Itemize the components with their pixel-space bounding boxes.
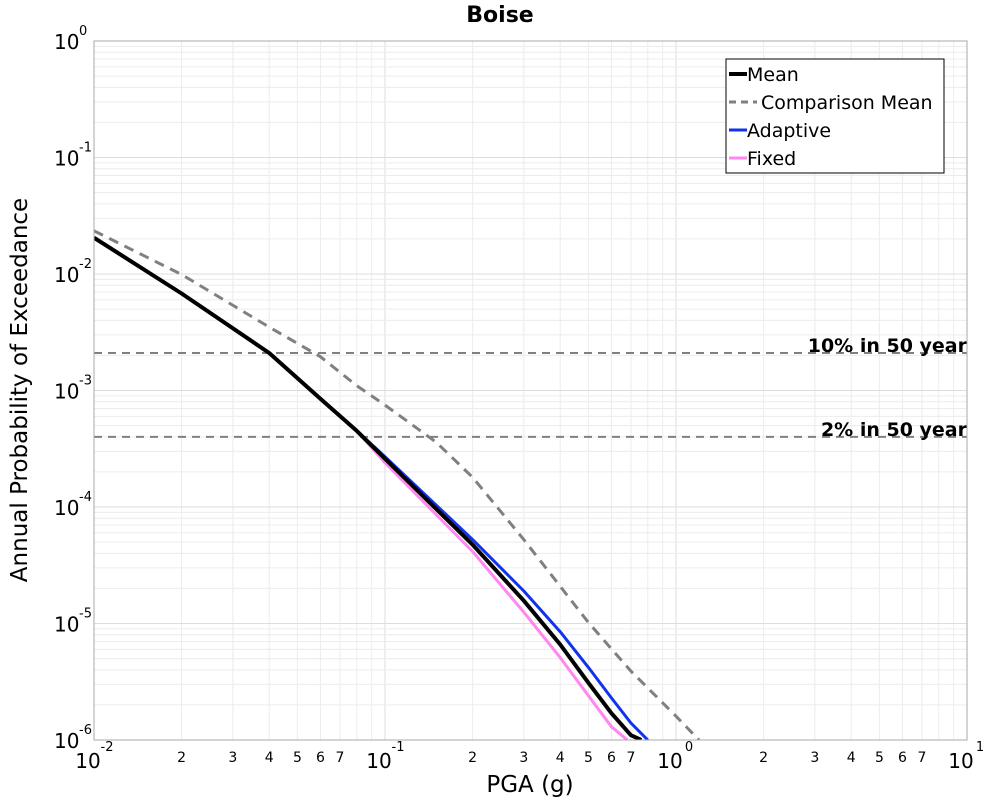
x-tick-label: 10 bbox=[366, 749, 391, 773]
y-tick-label: 10 bbox=[54, 613, 79, 637]
y-tick-exponent: -4 bbox=[79, 490, 92, 505]
x-minor-tick-label: 5 bbox=[875, 750, 884, 766]
y-tick-exponent: -1 bbox=[79, 141, 92, 156]
x-tick-label: 10 bbox=[75, 749, 100, 773]
x-tick-exponent: 0 bbox=[685, 740, 693, 755]
x-tick-exponent: 1 bbox=[976, 740, 984, 755]
legend-box bbox=[725, 58, 945, 174]
y-tick-label: 10 bbox=[54, 496, 79, 520]
y-tick-label: 10 bbox=[54, 729, 79, 753]
x-tick-exponent: -1 bbox=[392, 740, 405, 755]
y-tick-exponent: -3 bbox=[79, 374, 92, 389]
x-minor-tick-label: 6 bbox=[898, 750, 907, 766]
x-minor-tick-label: 2 bbox=[468, 750, 477, 766]
y-tick-exponent: -5 bbox=[79, 607, 92, 622]
y-tick-exponent: -2 bbox=[79, 257, 92, 272]
x-tick-exponent: -2 bbox=[101, 740, 114, 755]
y-tick-label: 10 bbox=[54, 263, 79, 287]
y-axis-label: Annual Probability of Exceedance bbox=[7, 198, 33, 582]
y-tick-exponent: 0 bbox=[79, 24, 87, 39]
x-minor-tick-label: 3 bbox=[228, 750, 237, 766]
legend: Mean Comparison Mean Adaptive Fixed bbox=[725, 58, 945, 174]
grid bbox=[93, 41, 967, 741]
reference-line-label: 10% in 50 year bbox=[808, 335, 968, 357]
series-line-adaptive bbox=[355, 429, 649, 740]
x-tick-label: 10 bbox=[948, 749, 973, 773]
x-minor-tick-label: 4 bbox=[847, 750, 856, 766]
x-minor-tick-label: 2 bbox=[759, 750, 768, 766]
x-minor-tick-label: 4 bbox=[265, 750, 274, 766]
legend-label: Mean bbox=[747, 64, 799, 86]
reference-lines: 10% in 50 year 2% in 50 year bbox=[94, 335, 968, 441]
x-minor-tick-label: 7 bbox=[626, 750, 635, 766]
x-minor-tick-label: 2 bbox=[177, 750, 186, 766]
y-tick-label: 10 bbox=[54, 147, 79, 171]
x-minor-tick-label: 4 bbox=[556, 750, 565, 766]
y-tick-exponent: -6 bbox=[79, 723, 92, 738]
reference-line-label: 2% in 50 year bbox=[821, 419, 968, 441]
series-line-comparison-mean bbox=[94, 229, 701, 740]
x-minor-tick-label: 5 bbox=[293, 750, 302, 766]
x-minor-tick-label: 7 bbox=[335, 750, 344, 766]
x-minor-tick-label: 6 bbox=[316, 750, 325, 766]
x-minor-tick-label: 6 bbox=[607, 750, 616, 766]
y-tick-label: 10 bbox=[54, 380, 79, 404]
x-tick-label: 10 bbox=[657, 749, 682, 773]
y-tick-label: 10 bbox=[54, 30, 79, 54]
plot-frame bbox=[93, 40, 968, 741]
x-axis-label: PGA (g) bbox=[486, 772, 573, 798]
chart-title: Boise bbox=[466, 3, 533, 28]
legend-label: Adaptive bbox=[747, 120, 831, 142]
x-minor-tick-label: 3 bbox=[519, 750, 528, 766]
legend-label: Fixed bbox=[747, 148, 796, 170]
series-layer bbox=[94, 229, 701, 740]
x-minor-tick-label: 5 bbox=[584, 750, 593, 766]
x-minor-tick-label: 7 bbox=[917, 750, 926, 766]
series-line-mean bbox=[94, 236, 643, 740]
x-minor-tick-label: 3 bbox=[810, 750, 819, 766]
series-line-fixed bbox=[355, 429, 629, 740]
legend-label: Comparison Mean bbox=[761, 92, 933, 114]
